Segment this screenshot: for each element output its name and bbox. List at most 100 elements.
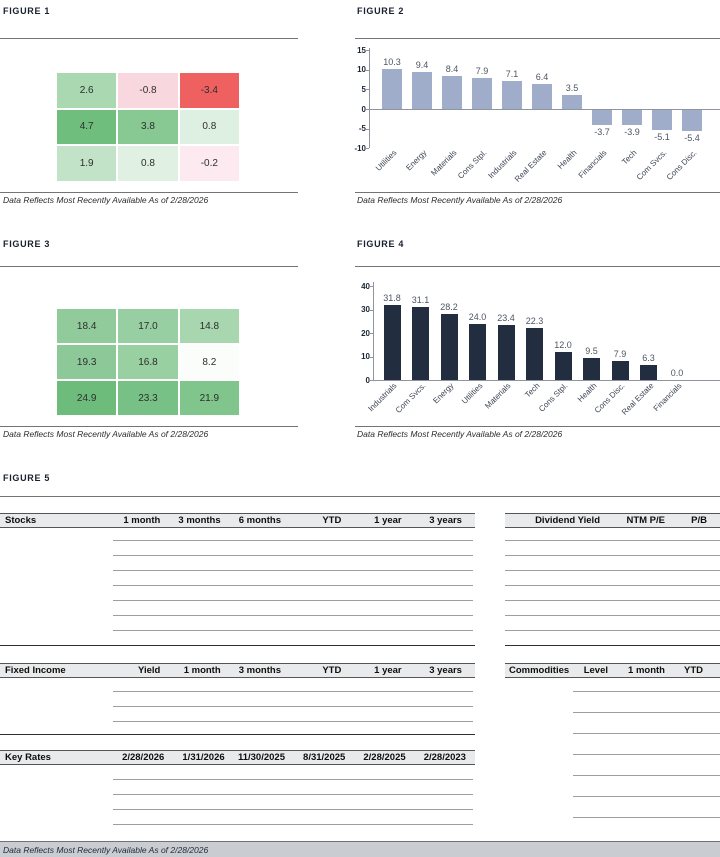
bar [440,313,458,380]
column-header: 1 month [123,515,161,526]
column-header: 3 months [178,515,221,526]
y-tick-mark [365,109,369,110]
table-empty-row [573,734,720,755]
bar [592,110,612,125]
bar-value-label: 7.1 [505,69,519,80]
table-empty-row [113,541,473,556]
figure1-title: FIGURE 1 [3,6,51,16]
heatmap-cell: 3.8 [118,109,178,145]
bar-value-label: 12.0 [554,339,572,350]
y-tick-label: 5 [361,84,366,94]
table-row-group-label: Fixed Income [5,665,66,676]
bar [442,75,462,109]
figure5-top-rule [0,496,720,497]
bar-value-label: 9.5 [585,345,598,356]
heatmap-cell: -0.2 [179,146,239,181]
figure2-top-rule [355,38,720,39]
table-empty-row [113,810,473,825]
bar [469,323,486,380]
bar [611,361,629,380]
heatmap-cell: 18.4 [57,309,117,343]
y-tick-mark [369,286,373,287]
x-axis-label: Financials [576,148,609,181]
figure1-heatmap: 2.6 -0.8 -3.4 4.7 3.8 0.8 1.9 0.8 -0.2 [57,73,239,181]
bar [383,305,401,380]
column-header: 3 years [429,515,462,526]
valuation-table-header: Dividend Yield NTM P/E P/B [505,513,720,528]
table-empty-row [113,765,473,780]
table-empty-row [573,692,720,713]
bar [562,95,582,109]
figure1-footnote: Data Reflects Most Recently Available As… [3,195,209,205]
heatmap-cell: 0.8 [118,146,178,181]
column-header: YTD [684,665,703,676]
column-header: NTM P/E [626,515,665,526]
heatmap-cell: 24.9 [57,381,117,415]
bar [622,110,642,126]
x-axis-line [369,109,720,110]
table-row-group-label: Commodities [509,665,570,676]
y-tick-label: -10 [354,143,366,153]
key-rates-table-header: Key Rates 2/28/2026 1/31/2026 11/30/2025 8/3… [0,750,475,765]
bar [532,83,552,109]
column-header: Dividend Yield [535,515,600,526]
table-empty-row [573,776,720,797]
bar-value-label: -3.9 [624,127,640,138]
y-tick-mark [365,69,369,71]
figure1-footer-rule [0,192,298,193]
column-header: 2/28/2025 [363,752,406,763]
heatmap-cell: 2.6 [57,73,117,108]
bar [526,327,543,380]
bar [472,77,492,109]
heatmap-cell: 8.2 [179,345,239,379]
bar-value-label: 31.1 [411,294,430,305]
figure3-heatmap: 18.4 17.0 14.8 19.3 16.8 8.2 24.9 23.3 21.9 [57,309,239,415]
fixed-income-table-rows [113,677,473,722]
table-empty-row [113,601,473,616]
table-empty-row [113,692,473,707]
bar [412,72,432,109]
x-axis-label: Tech [522,381,542,400]
y-axis-line [373,282,374,380]
x-axis-label: Utilities [459,381,485,406]
figure2-bar-chart: 15 10 5 0 -5 -10 10.3 Utilities 9.4 Energy 8.4 Mate… [354,40,720,192]
y-tick-mark [365,50,369,52]
bar [382,68,402,109]
bar-value-label: 3.5 [565,83,579,94]
column-header: 3 years [429,665,462,676]
stocks-table-bottom-rule [0,645,475,646]
heatmap-cell: 23.3 [118,381,178,415]
table-empty-row [573,671,720,692]
table-empty-row [113,707,473,722]
fixed-income-table-bottom-rule [0,734,475,735]
bar-value-label: -3.7 [594,126,610,137]
x-axis-label: Health [575,381,599,404]
stocks-table-header: Stocks 1 month 3 months 6 months YTD 1 year 3 … [0,513,475,528]
x-axis-label: Energy [431,381,456,406]
figure3-top-rule [0,266,298,267]
bar-value-label: 0.0 [670,368,684,378]
x-axis-label: Com Svcs. [634,148,669,182]
column-header: 1 month [628,665,665,676]
y-tick-mark [365,128,369,130]
table-empty-row [505,571,720,586]
column-header: 3 months [238,665,281,676]
y-tick-label: 10 [361,352,370,361]
table-empty-row [505,601,720,616]
figure4-title: FIGURE 4 [357,239,405,249]
heatmap-cell: 1.9 [57,146,117,181]
table-empty-row [505,526,720,541]
figure4-footnote: Data Reflects Most Recently Available As… [357,429,563,439]
table-row-group-label: Stocks [5,515,37,526]
figure1-top-rule [0,38,298,39]
valuation-table-rows [505,526,720,631]
y-tick-label: 15 [357,45,366,55]
stocks-table-rows [113,526,473,631]
bar-value-label: 6.4 [535,71,549,82]
heatmap-cell: 17.0 [118,309,178,343]
bar-value-label: 31.8 [383,293,401,304]
x-axis-label: Health [555,148,579,171]
bar-value-label: 24.0 [468,311,487,322]
table-empty-row [113,586,473,601]
column-header: 1 year [374,665,402,676]
